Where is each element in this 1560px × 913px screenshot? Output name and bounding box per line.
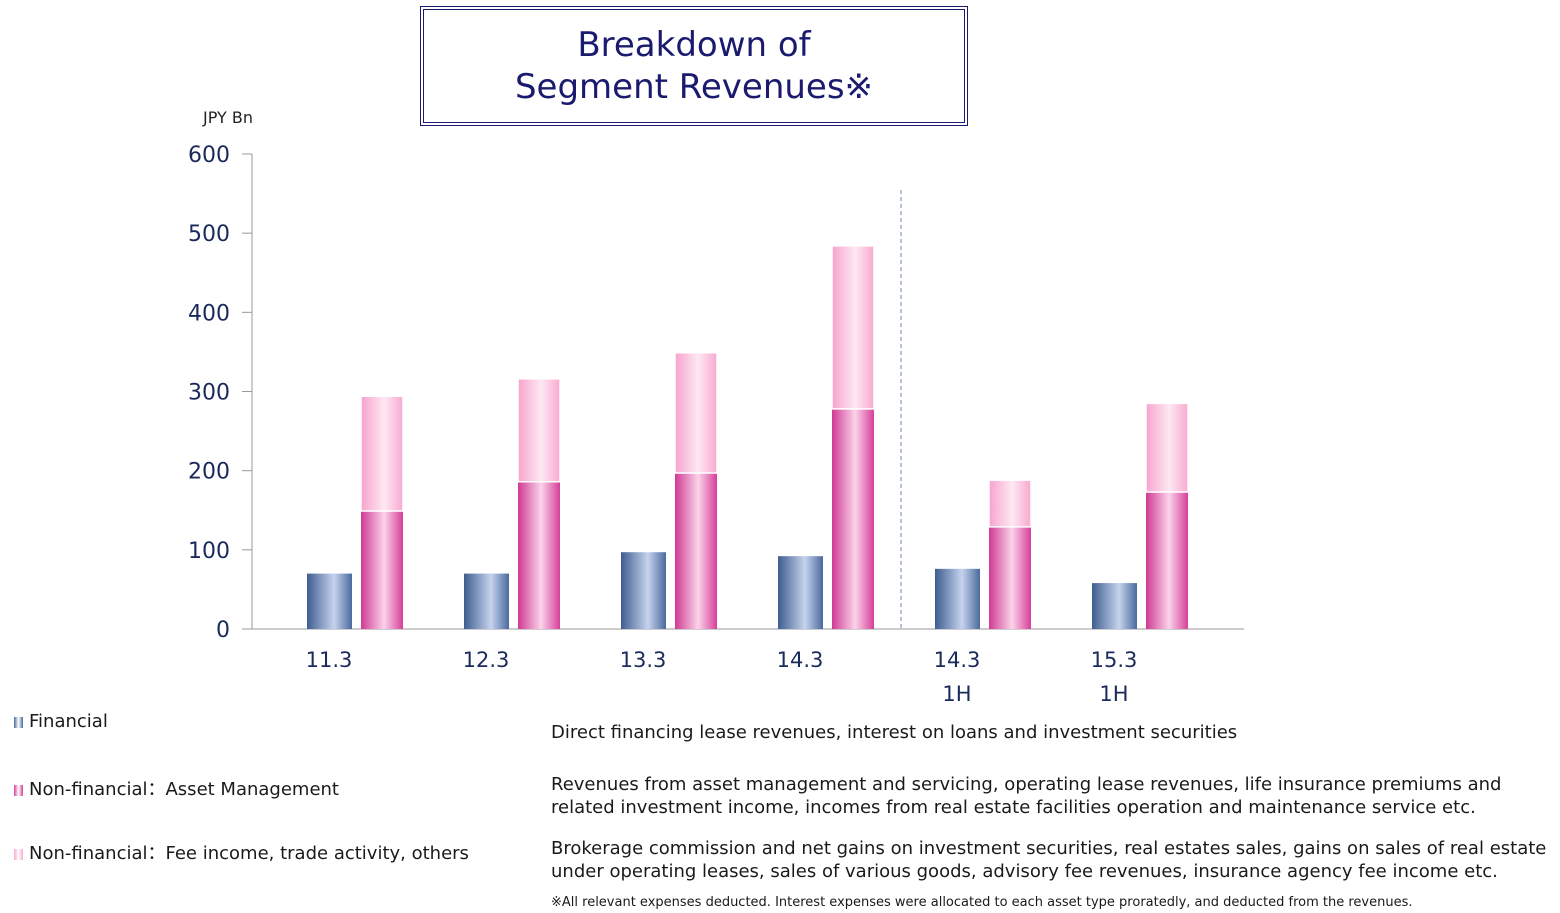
series-description: Brokerage commission and net gains on in…: [551, 838, 1547, 882]
bar: [831, 245, 875, 410]
bar: [518, 481, 560, 629]
x-tick-label: 11.3: [305, 648, 353, 672]
footnote: ※All relevant expenses deducted. Interes…: [551, 895, 1413, 910]
y-tick-label: 400: [188, 301, 230, 326]
y-unit: JPY Bn: [202, 108, 253, 127]
x-tick-label: 14.3 1H: [933, 648, 981, 706]
bar: [1145, 402, 1189, 493]
y-tick-label: 100: [188, 539, 230, 564]
legend-item: Financial: [14, 711, 108, 732]
bar: [361, 511, 403, 629]
bar: [675, 473, 717, 629]
series-description: Direct financing lease revenues, interes…: [551, 722, 1238, 743]
x-tick-label: 15.3 1H: [1090, 648, 1138, 706]
legend-swatch: [14, 785, 23, 796]
x-tick-label: 14.3: [776, 648, 824, 672]
legend-label: Financial: [29, 711, 108, 732]
y-tick-label: 300: [188, 381, 230, 406]
bar: [517, 378, 561, 483]
chart-title: Breakdown of Segment Revenues※: [420, 6, 968, 126]
series-description: Revenues from asset management and servi…: [551, 774, 1502, 818]
legend-item: Non-financial：Asset Management: [14, 775, 339, 801]
bar: [1146, 492, 1188, 629]
y-tick-label: 500: [188, 222, 230, 247]
legend-label: Non-financial：Fee income, trade activity…: [29, 843, 469, 864]
bar: [464, 573, 509, 629]
bar: [989, 526, 1031, 629]
y-tick-label: 200: [188, 460, 230, 485]
bar: [621, 552, 666, 629]
x-tick-label: 12.3: [462, 648, 510, 672]
bar: [307, 573, 352, 629]
bar: [832, 408, 874, 629]
legend-swatch: [14, 717, 23, 728]
y-tick-label: 600: [188, 143, 230, 168]
legend-swatch: [14, 849, 23, 860]
bar: [360, 395, 404, 512]
legend-label: Non-financial：Asset Management: [29, 779, 339, 800]
bar: [674, 351, 718, 474]
bar: [935, 568, 980, 629]
bar: [988, 479, 1032, 528]
y-tick-label: 0: [216, 618, 230, 643]
x-tick-label: 13.3: [619, 648, 667, 672]
bar: [1092, 583, 1137, 629]
legend-item: Non-financial：Fee income, trade activity…: [14, 839, 469, 865]
bar: [778, 556, 823, 629]
